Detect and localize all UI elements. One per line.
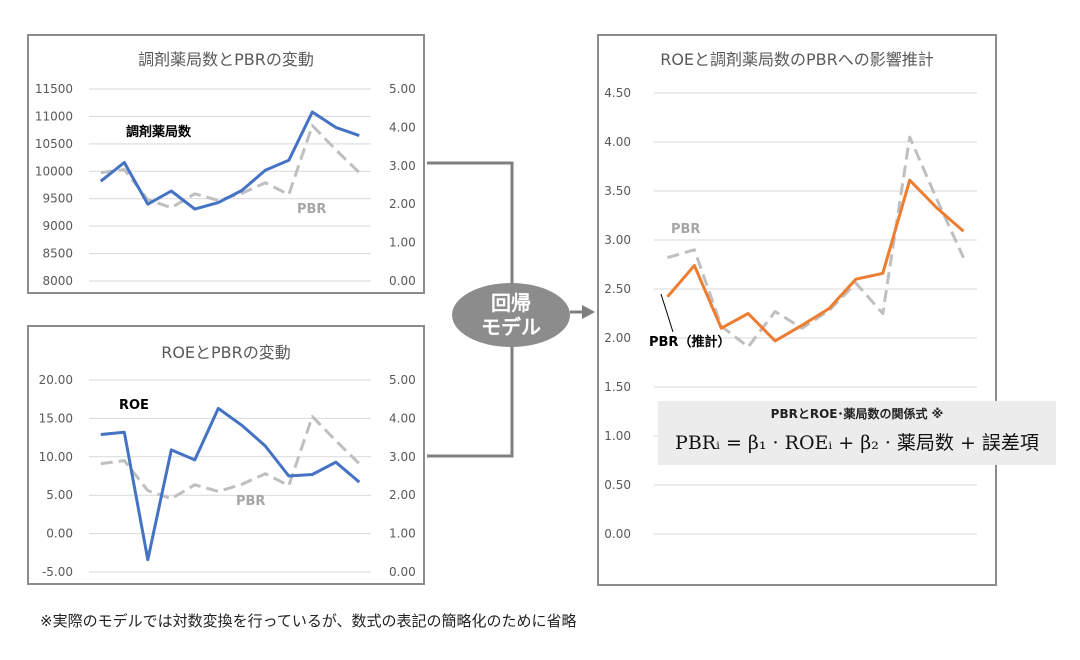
series-line-main (100, 406, 361, 562)
y-tick-label-left: 4.00 (604, 135, 631, 149)
connector-bottom (427, 312, 514, 458)
y-tick-label-right: 4.00 (389, 411, 416, 425)
formula-equation: PBRᵢ = β₁ · ROEᵢ + β₂ · 薬局数 + 誤差項 (675, 432, 1039, 454)
y-tick-label-right: 4.00 (389, 120, 416, 134)
series-label: PBR (236, 494, 265, 509)
chart-body: 20.00 15.00 10.00 5.00 0.00 -5.00 5.00 4.00 3.00… (39, 373, 416, 579)
y-tick-label-left: 0.00 (46, 527, 73, 541)
y-tick-label-left: 9500 (42, 192, 73, 206)
y-tick-label-right: 2.00 (389, 197, 416, 211)
regression-label-line2: モデル (481, 315, 541, 339)
y-tick-label-left: 8500 (42, 247, 73, 261)
y-tick-label-left: 8000 (42, 274, 73, 288)
y-tick-label-left: 3.50 (604, 184, 631, 198)
chart-title: ROEとPBRの変動 (161, 343, 291, 362)
series-label: PBR (297, 202, 326, 217)
y-tick-label-left: 10.00 (39, 450, 73, 464)
series-line-pbr (100, 415, 361, 501)
series-line-main (99, 110, 360, 211)
chart-plot: 11500 11000 10500 10000 9500 9000 8500 8000 5.00… (35, 82, 416, 288)
series-label: ROE (119, 398, 149, 413)
formula-box: PBRとROE･薬局数の関係式 ※ PBRᵢ = β₁ · ROEᵢ + β₂ … (658, 401, 1056, 465)
y-tick-label-right: 3.00 (389, 159, 416, 173)
y-tick-label-right: 5.00 (389, 82, 416, 96)
formula-title: PBRとROE･薬局数の関係式 ※ (770, 407, 944, 421)
arrow-head (582, 305, 595, 319)
chart-panel-pharmacies-pbr: 調剤薬局数とPBRの変動 11500 11000 10500 10000 9500 900… (27, 34, 425, 294)
regression-label-line1: 回帰 (491, 291, 531, 315)
series-label: PBR (671, 222, 700, 237)
y-tick-label-left: 10000 (35, 164, 73, 178)
y-tick-label-right: 3.00 (389, 450, 416, 464)
y-tick-label-left: 11000 (35, 109, 73, 123)
y-tick-label-right: 1.00 (389, 236, 416, 250)
y-tick-label-left: 20.00 (39, 373, 73, 387)
chart-panel-pbr-estimate: ROEと調剤薬局数のPBRへの影響推計 4.50 4.00 3.50 3.00 2.50… (597, 34, 997, 586)
chart-body: 11500 11000 10500 10000 9500 9000 8500 8000 5.00… (35, 82, 416, 288)
chart-panel-roe-pbr: ROEとPBRの変動 20.00 15.00 10.00 5.00 0.00 -5.00 5… (27, 325, 425, 585)
series-label: PBR（推計） (649, 334, 730, 350)
y-tick-label-right: 5.00 (389, 373, 416, 387)
y-tick-label-left: 2.00 (604, 331, 631, 345)
y-tick-label-left: -5.00 (42, 565, 73, 579)
chart-plot: 20.00 15.00 10.00 5.00 0.00 -5.00 5.00 4.00 3.00… (39, 373, 416, 579)
y-tick-label-left: 5.00 (46, 488, 73, 502)
chart-body: 4.50 4.00 3.50 3.00 2.50 2.00 1.50 1.00 0.50 0.00… (604, 86, 977, 541)
y-tick-label-left: 10500 (35, 137, 73, 151)
y-tick-label-left: 4.50 (604, 86, 631, 100)
connector-top (427, 161, 514, 312)
series-label: 調剤薬局数 (126, 124, 192, 140)
series-line-main (666, 178, 965, 343)
y-tick-label-right: 0.00 (389, 274, 416, 288)
chart-title: ROEと調剤薬局数のPBRへの影響推計 (660, 50, 934, 69)
label-leader-line (660, 293, 674, 333)
chart-title: 調剤薬局数とPBRの変動 (138, 50, 314, 69)
y-tick-label-left: 9000 (42, 219, 73, 233)
y-tick-label-right: 0.00 (389, 565, 416, 579)
y-tick-label-left: 2.50 (604, 282, 631, 296)
y-tick-label-left: 0.50 (604, 478, 631, 492)
footnote: ※実際のモデルでは対数変換を行っているが、数式の表記の簡略化のために省略 (40, 612, 577, 630)
series-line-pbr (667, 135, 965, 349)
y-tick-label-left: 11500 (35, 82, 73, 96)
y-tick-label-left: 1.00 (604, 429, 631, 443)
y-tick-label-left: 0.00 (604, 527, 631, 541)
y-tick-label-left: 15.00 (39, 411, 73, 425)
y-tick-label-left: 1.50 (604, 380, 631, 394)
y-tick-label-right: 2.00 (389, 488, 416, 502)
y-tick-label-left: 3.00 (604, 233, 631, 247)
y-tick-label-right: 1.00 (389, 527, 416, 541)
regression-model-badge: 回帰 モデル (452, 283, 570, 347)
chart-plot: 4.50 4.00 3.50 3.00 2.50 2.00 1.50 1.00 0.50 0.00… (604, 86, 977, 541)
